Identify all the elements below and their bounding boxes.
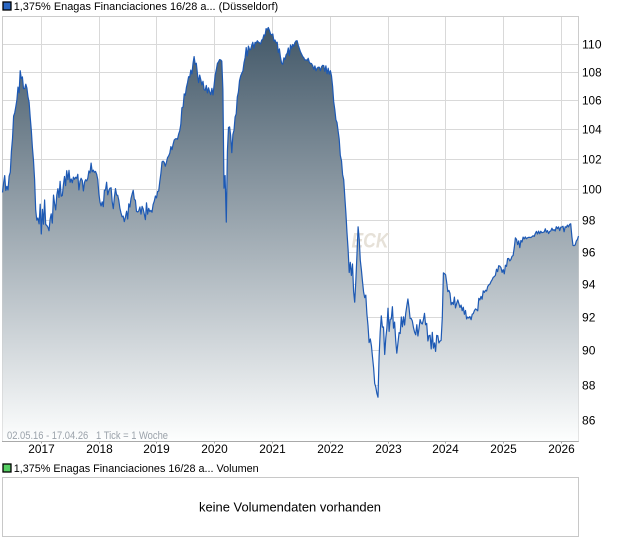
svg-text:2017: 2017 xyxy=(28,444,54,456)
svg-text:90: 90 xyxy=(582,346,595,358)
svg-text:98: 98 xyxy=(582,216,595,228)
svg-text:106: 106 xyxy=(582,96,602,108)
svg-text:2026: 2026 xyxy=(548,444,574,456)
svg-text:1,375% Enagas Financiaciones 1: 1,375% Enagas Financiaciones 16/28 a... … xyxy=(14,463,259,475)
svg-text:102: 102 xyxy=(582,155,602,167)
svg-text:2023: 2023 xyxy=(375,444,401,456)
svg-text:110: 110 xyxy=(582,40,602,52)
svg-text:104: 104 xyxy=(582,125,602,137)
svg-text:2025: 2025 xyxy=(490,444,516,456)
svg-text:2022: 2022 xyxy=(317,444,343,456)
svg-text:2018: 2018 xyxy=(86,444,112,456)
svg-text:108: 108 xyxy=(582,68,602,80)
svg-text:2024: 2024 xyxy=(432,444,459,456)
svg-text:94: 94 xyxy=(582,280,596,292)
svg-text:1,375% Enagas Financiaciones 1: 1,375% Enagas Financiaciones 16/28 a... … xyxy=(14,1,279,13)
svg-text:2021: 2021 xyxy=(259,444,285,456)
svg-text:ECK: ECK xyxy=(352,229,391,252)
svg-text:2020: 2020 xyxy=(201,444,227,456)
svg-text:02.05.16 - 17.04.26 1 Tick =: 02.05.16 - 17.04.26 1 Tick = 1 Woche xyxy=(7,430,168,442)
svg-text:keine Volumendaten vorhanden: keine Volumendaten vorhanden xyxy=(199,500,381,515)
svg-text:2019: 2019 xyxy=(143,444,169,456)
svg-text:92: 92 xyxy=(582,313,595,325)
svg-text:88: 88 xyxy=(582,381,595,393)
svg-text:86: 86 xyxy=(582,416,595,428)
svg-text:96: 96 xyxy=(582,248,595,260)
svg-text:100: 100 xyxy=(582,185,602,197)
